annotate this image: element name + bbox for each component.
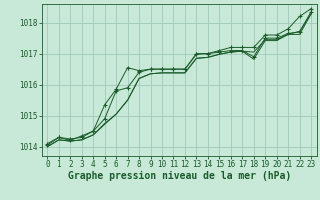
X-axis label: Graphe pression niveau de la mer (hPa): Graphe pression niveau de la mer (hPa) <box>68 171 291 181</box>
